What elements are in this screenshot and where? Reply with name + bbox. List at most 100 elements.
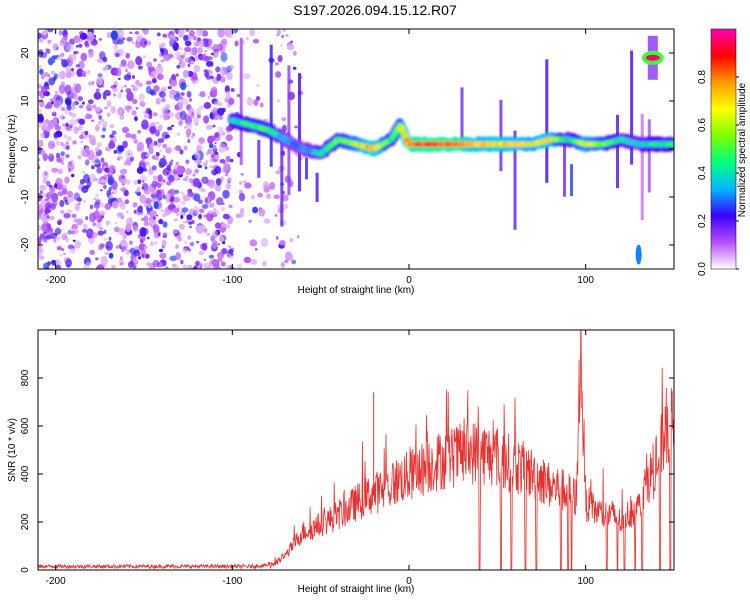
noise-blob [225, 172, 229, 177]
vertical-streak [616, 114, 619, 189]
vertical-streak [499, 99, 503, 172]
noise-blob [81, 101, 85, 105]
noise-blob [225, 134, 233, 142]
noise-blob [248, 219, 252, 223]
noise-blob [56, 47, 59, 50]
noise-blob [69, 247, 76, 254]
noise-blob [52, 111, 56, 115]
noise-blob [159, 91, 166, 98]
noise-blob [166, 181, 171, 186]
noise-blob [117, 145, 125, 152]
noise-blob [54, 90, 59, 94]
noise-blob [194, 55, 200, 61]
noise-blob [198, 137, 205, 144]
noise-blob [65, 66, 73, 74]
noise-blob [115, 245, 120, 249]
noise-blob [175, 244, 179, 249]
noise-blob [129, 247, 136, 255]
noise-blob [50, 70, 56, 75]
noise-blob [121, 246, 127, 251]
noise-blob [157, 138, 165, 143]
noise-blob [277, 55, 283, 63]
noise-blob [229, 158, 234, 163]
noise-blob [115, 52, 120, 58]
noise-blob [132, 257, 138, 264]
colorbar-tick-label: 0.0 [697, 262, 708, 276]
noise-blob [156, 73, 164, 80]
noise-blob [214, 151, 219, 155]
noise-blob [38, 145, 42, 155]
noise-blob [84, 40, 89, 47]
noise-blob [99, 202, 105, 208]
noise-blob [116, 39, 124, 45]
noise-blob [243, 256, 252, 264]
vertical-streak [460, 87, 464, 148]
noise-blob [72, 82, 76, 87]
noise-blob [96, 167, 103, 174]
noise-blob [226, 72, 233, 81]
noise-blob [151, 165, 157, 171]
noise-blob [38, 247, 43, 257]
noise-blob [128, 261, 134, 269]
noise-blob [165, 104, 171, 110]
noise-blob [216, 76, 220, 82]
noise-blob [65, 202, 70, 205]
noise-blob [71, 67, 74, 72]
noise-blob [39, 184, 47, 191]
noise-blob [82, 223, 88, 230]
noise-blob [281, 124, 287, 132]
noise-blob [80, 52, 88, 62]
snr-panel: -200 -100 0 100 0 200 400 600 800 Height of str… [7, 329, 675, 595]
noise-blob [207, 148, 213, 155]
noise-blob [187, 188, 193, 194]
snr-plot-area [38, 330, 674, 570]
noise-blob [122, 140, 128, 149]
noise-blob [113, 150, 118, 154]
noise-blob [47, 140, 56, 150]
noise-blob [134, 42, 142, 49]
noise-blob [230, 64, 234, 70]
noise-blob [122, 233, 127, 240]
noise-blob [252, 38, 260, 44]
vertical-streak [315, 172, 319, 202]
noise-blob [202, 162, 208, 167]
noise-blob [151, 180, 158, 188]
noise-blob [87, 114, 93, 119]
noise-blob [158, 218, 164, 225]
noise-blob [54, 125, 61, 131]
noise-blob [285, 34, 289, 37]
noise-blob [191, 112, 194, 115]
noise-blob [148, 67, 151, 71]
noise-blob [191, 116, 194, 120]
noise-blob [153, 140, 158, 146]
noise-blob [176, 165, 184, 176]
noise-blob [42, 153, 48, 162]
noise-blob [125, 132, 132, 138]
noise-blob [95, 193, 99, 198]
noise-blob [217, 126, 224, 136]
noise-blob [243, 73, 251, 80]
noise-blob [47, 73, 51, 78]
noise-blob [85, 104, 93, 112]
noise-blob [89, 249, 96, 256]
noise-blob [162, 143, 168, 149]
noise-blob [136, 166, 144, 174]
noise-blob [285, 251, 293, 261]
noise-blob [230, 88, 235, 92]
noise-blob [116, 197, 123, 203]
noise-blob [135, 107, 139, 110]
noise-blob [66, 43, 74, 52]
noise-blob [109, 134, 114, 139]
noise-blob [116, 212, 124, 218]
noise-blob [192, 173, 196, 177]
noise-blob [203, 55, 210, 62]
noise-blob [275, 194, 278, 198]
ridge-layer [227, 113, 674, 160]
noise-blob [183, 34, 189, 41]
noise-blob [137, 234, 141, 239]
noise-blob [282, 203, 289, 210]
noise-blob [103, 165, 107, 169]
noise-blob [84, 130, 89, 136]
noise-blob [102, 126, 106, 132]
noise-blob [112, 40, 115, 43]
